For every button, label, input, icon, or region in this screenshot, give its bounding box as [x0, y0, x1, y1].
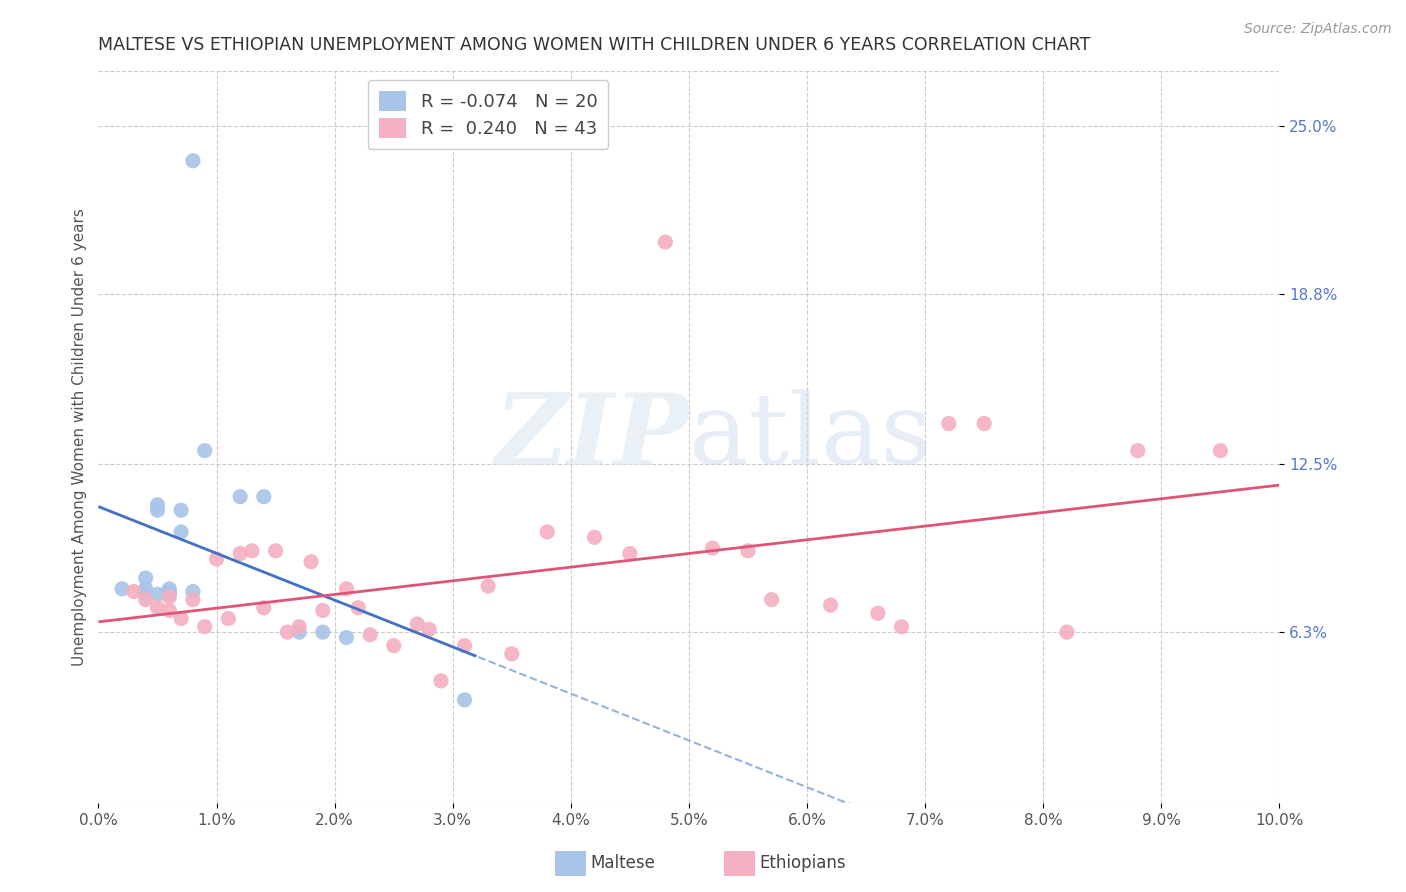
Point	[135, 571, 157, 585]
Point	[583, 530, 606, 544]
Point	[135, 587, 157, 601]
Point	[229, 547, 252, 561]
Point	[122, 584, 145, 599]
Point	[181, 584, 204, 599]
Point	[240, 544, 263, 558]
Point	[229, 490, 252, 504]
Point	[866, 606, 889, 620]
Point	[170, 611, 193, 625]
Point	[406, 617, 429, 632]
Point	[335, 631, 357, 645]
Point	[453, 639, 475, 653]
Point	[194, 620, 217, 634]
Point	[359, 628, 381, 642]
Point	[157, 587, 180, 601]
Point	[157, 584, 180, 599]
Point	[146, 600, 169, 615]
Point	[737, 544, 759, 558]
Point	[299, 555, 322, 569]
Point	[654, 235, 676, 249]
Point	[1056, 625, 1078, 640]
Text: Maltese: Maltese	[591, 855, 655, 872]
Point	[536, 524, 558, 539]
Point	[135, 582, 157, 596]
Point	[938, 417, 960, 431]
Y-axis label: Unemployment Among Women with Children Under 6 years: Unemployment Among Women with Children U…	[72, 208, 87, 666]
Legend: R = -0.074   N = 20, R =  0.240   N = 43: R = -0.074 N = 20, R = 0.240 N = 43	[368, 80, 609, 149]
Text: atlas: atlas	[689, 389, 932, 485]
Point	[453, 693, 475, 707]
Point	[157, 590, 180, 604]
Text: Ethiopians: Ethiopians	[759, 855, 846, 872]
Point	[194, 443, 217, 458]
Point	[335, 582, 357, 596]
Point	[761, 592, 783, 607]
Point	[276, 625, 298, 640]
Point	[205, 552, 228, 566]
Point	[430, 673, 453, 688]
Point	[217, 611, 239, 625]
Point	[382, 639, 405, 653]
Point	[418, 623, 440, 637]
Point	[288, 625, 311, 640]
Point	[619, 547, 641, 561]
Point	[253, 600, 276, 615]
Point	[181, 592, 204, 607]
Point	[264, 544, 287, 558]
Point	[157, 582, 180, 596]
Point	[312, 603, 335, 617]
Point	[157, 603, 180, 617]
Point	[702, 541, 724, 556]
Text: Source: ZipAtlas.com: Source: ZipAtlas.com	[1244, 22, 1392, 37]
Point	[146, 587, 169, 601]
Point	[146, 503, 169, 517]
Point	[501, 647, 523, 661]
Point	[170, 503, 193, 517]
Point	[253, 490, 276, 504]
Point	[135, 592, 157, 607]
Point	[820, 598, 842, 612]
Text: MALTESE VS ETHIOPIAN UNEMPLOYMENT AMONG WOMEN WITH CHILDREN UNDER 6 YEARS CORREL: MALTESE VS ETHIOPIAN UNEMPLOYMENT AMONG …	[98, 36, 1091, 54]
Point	[477, 579, 499, 593]
Point	[1126, 443, 1149, 458]
Point	[312, 625, 335, 640]
Point	[181, 153, 204, 168]
Point	[973, 417, 995, 431]
Point	[890, 620, 912, 634]
Point	[288, 620, 311, 634]
Point	[146, 498, 169, 512]
Point	[111, 582, 134, 596]
Point	[1209, 443, 1232, 458]
Text: ZIP: ZIP	[494, 389, 689, 485]
Point	[170, 524, 193, 539]
Point	[347, 600, 370, 615]
